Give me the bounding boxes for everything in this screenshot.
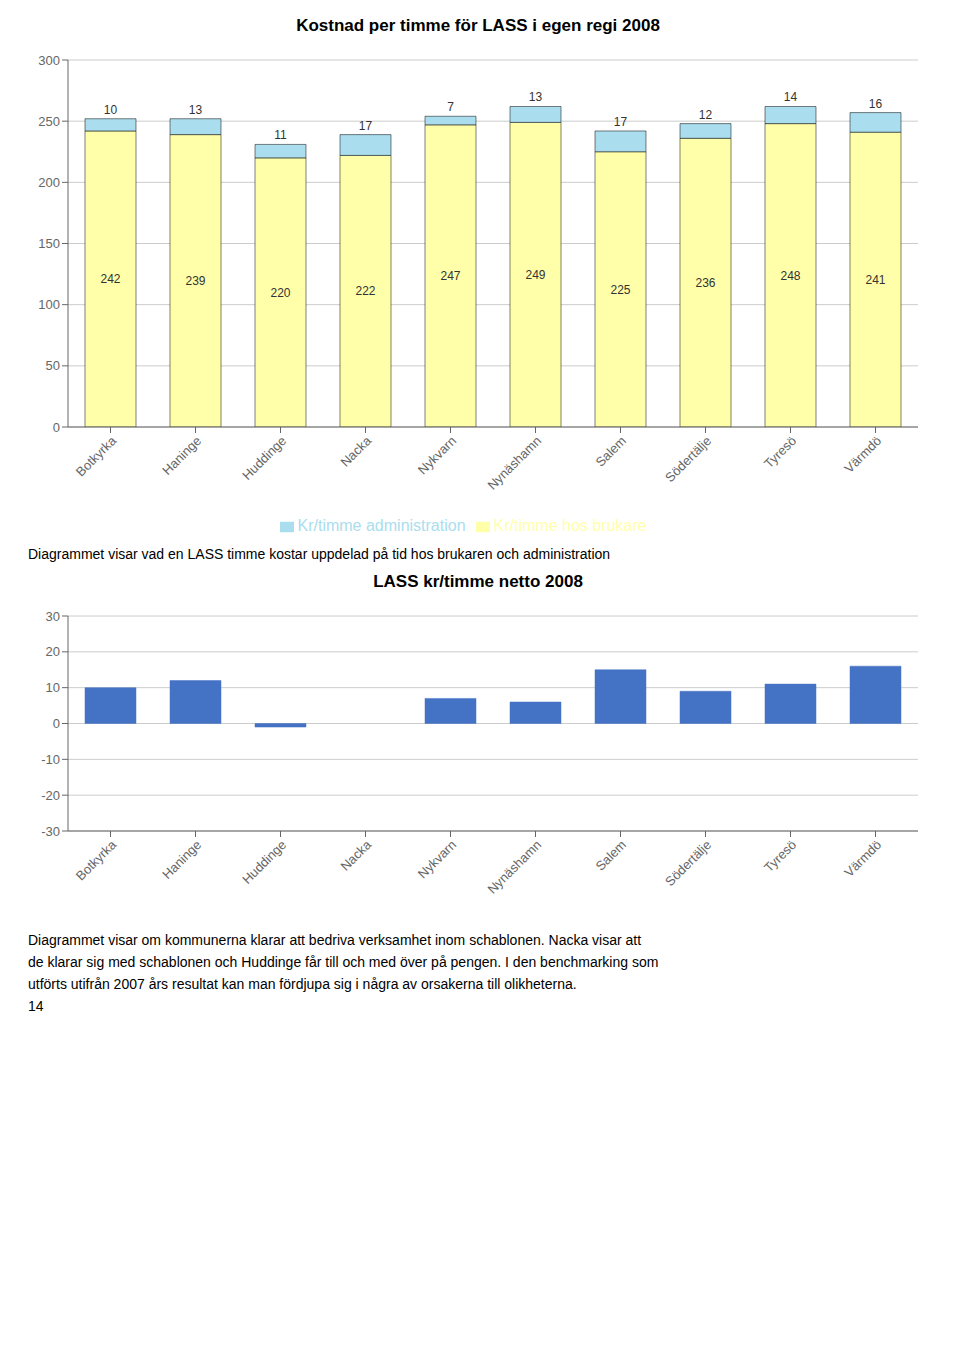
svg-text:250: 250: [38, 114, 60, 129]
svg-text:11: 11: [274, 128, 287, 142]
svg-text:Tyresö: Tyresö: [761, 837, 799, 875]
html-text:LASS kr/timme netto 2008: LASS kr/timme netto 2008: [373, 572, 583, 591]
svg-text:236: 236: [695, 276, 715, 290]
svg-text:247: 247: [440, 269, 460, 283]
svg-text:17: 17: [614, 115, 628, 129]
svg-text:Haninge: Haninge: [159, 837, 204, 882]
svg-text:200: 200: [38, 175, 60, 190]
html-text:Diagrammet visar vad en LASS t: Diagrammet visar vad en LASS timme kosta…: [28, 546, 611, 562]
html-text:Kr/timme hos brukare: Kr/timme hos brukare: [493, 517, 647, 534]
svg-text:248: 248: [780, 269, 800, 283]
svg-text:30: 30: [46, 609, 60, 624]
svg-text:Nynäshamn: Nynäshamn: [484, 433, 544, 493]
svg-text:14: 14: [784, 90, 798, 104]
svg-text:220: 220: [270, 286, 290, 300]
svg-text:249: 249: [525, 268, 545, 282]
svg-text:150: 150: [38, 236, 60, 251]
svg-text:Tyresö: Tyresö: [761, 433, 799, 471]
svg-text:20: 20: [46, 644, 60, 659]
svg-text:Värmdö: Värmdö: [841, 837, 884, 880]
svg-text:Nacka: Nacka: [337, 433, 374, 470]
svg-text:Södertälje: Södertälje: [662, 433, 714, 485]
svg-text:-20: -20: [41, 788, 60, 803]
svg-text:0: 0: [53, 716, 60, 731]
html-text:utförts utifrån 2007 års resul: utförts utifrån 2007 års resultat kan ma…: [28, 976, 577, 992]
svg-text:Haninge: Haninge: [159, 433, 204, 478]
svg-text:Salem: Salem: [592, 837, 629, 874]
svg-text:Värmdö: Värmdö: [841, 433, 884, 476]
svg-text:10: 10: [46, 680, 60, 695]
html-text:14: 14: [28, 998, 44, 1014]
svg-text:225: 225: [610, 283, 630, 297]
svg-text:50: 50: [46, 358, 60, 373]
svg-text:16: 16: [869, 97, 883, 111]
html-text:Kr/timme administration: Kr/timme administration: [297, 517, 466, 534]
html-text:Diagrammet visar om kommunerna: Diagrammet visar om kommunerna klarar at…: [28, 932, 642, 948]
svg-text:100: 100: [38, 297, 60, 312]
svg-text:Huddinge: Huddinge: [239, 433, 289, 483]
svg-text:-30: -30: [41, 824, 60, 839]
html-text:de klarar sig med schablonen o: de klarar sig med schablonen och Hudding…: [28, 954, 659, 970]
svg-text:13: 13: [529, 90, 543, 104]
svg-text:Nacka: Nacka: [337, 837, 374, 874]
svg-text:17: 17: [359, 119, 373, 133]
svg-text:Nynäshamn: Nynäshamn: [484, 837, 544, 897]
svg-text:241: 241: [865, 273, 885, 287]
svg-text:222: 222: [355, 284, 375, 298]
svg-text:239: 239: [185, 274, 205, 288]
html-text:Kostnad per timme för LASS i e: Kostnad per timme för LASS i egen regi 2…: [296, 16, 660, 35]
svg-text:242: 242: [100, 272, 120, 286]
svg-text:0: 0: [53, 420, 60, 435]
svg-text:12: 12: [699, 108, 713, 122]
svg-text:Nykvarn: Nykvarn: [415, 837, 459, 881]
svg-text:Huddinge: Huddinge: [239, 837, 289, 887]
svg-text:Botkyrka: Botkyrka: [73, 837, 120, 884]
svg-text:13: 13: [189, 103, 203, 117]
svg-text:Södertälje: Södertälje: [662, 837, 714, 889]
svg-text:7: 7: [447, 100, 454, 114]
svg-text:Salem: Salem: [592, 433, 629, 470]
svg-text:-10: -10: [41, 752, 60, 767]
svg-text:Nykvarn: Nykvarn: [415, 433, 459, 477]
svg-text:300: 300: [38, 53, 60, 68]
svg-text:10: 10: [104, 103, 118, 117]
svg-text:Botkyrka: Botkyrka: [73, 433, 120, 480]
